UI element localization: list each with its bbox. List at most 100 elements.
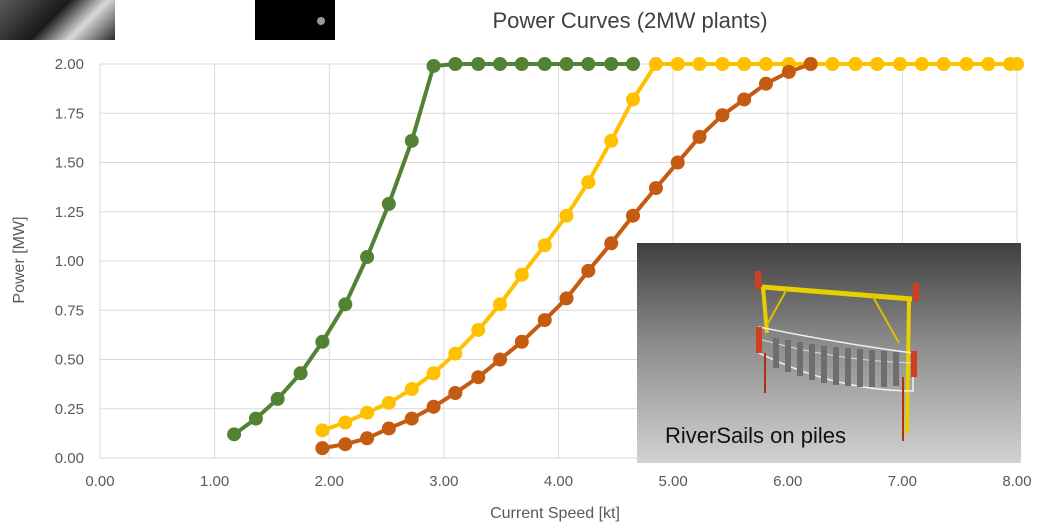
data-point (360, 431, 375, 446)
data-point (803, 57, 818, 71)
data-point (692, 57, 707, 71)
data-point (626, 92, 641, 107)
y-tick-label: 0.00 (55, 450, 84, 467)
x-tick-label: 0.00 (85, 473, 114, 490)
data-point (981, 57, 996, 71)
data-point (737, 57, 752, 71)
y-tick-label: 2.00 (55, 56, 84, 73)
data-point (493, 57, 508, 71)
riversails-inset-image: RiverSails on piles (637, 243, 1021, 463)
data-point (537, 238, 552, 253)
data-point (581, 263, 596, 278)
data-point (737, 92, 752, 107)
data-point (1010, 57, 1024, 71)
data-point (426, 58, 441, 73)
data-point (404, 133, 419, 148)
data-point (559, 57, 574, 71)
inset-caption: RiverSails on piles (665, 423, 846, 448)
data-point (626, 208, 641, 223)
y-tick-label: 1.00 (55, 253, 84, 270)
data-point (448, 385, 463, 400)
data-point (270, 391, 285, 406)
data-point (758, 76, 773, 91)
thumbnail-dot (317, 17, 325, 25)
series-group (315, 57, 818, 456)
data-point (648, 181, 663, 196)
data-point (670, 155, 685, 170)
data-point (715, 108, 730, 123)
data-point (426, 399, 441, 414)
data-point (227, 427, 242, 442)
x-axis-label: Current Speed [kt] (490, 505, 620, 522)
data-point (959, 57, 974, 71)
speaker-photo (0, 0, 115, 40)
series-group (315, 57, 1024, 438)
data-point (715, 57, 730, 71)
data-point (581, 175, 596, 190)
data-point (914, 57, 929, 71)
data-point (293, 366, 308, 381)
data-point (514, 57, 529, 71)
data-point (493, 352, 508, 367)
y-tick-label: 1.25 (55, 204, 84, 221)
data-point (870, 57, 885, 71)
data-point (648, 57, 663, 71)
data-point (537, 313, 552, 328)
data-point (338, 437, 353, 452)
data-point (604, 133, 619, 148)
x-tick-label: 3.00 (429, 473, 458, 490)
data-point (360, 405, 375, 420)
data-point (381, 395, 396, 410)
data-point (360, 250, 375, 265)
data-point (825, 57, 840, 71)
axis-ticks: 0.00 0.25 0.50 0.75 1.00 1.25 1.50 1.75 2.00 0.00… (55, 56, 1032, 490)
data-point (381, 421, 396, 436)
y-tick-label: 0.25 (55, 401, 84, 418)
x-tick-label: 1.00 (200, 473, 229, 490)
x-tick-label: 4.00 (544, 473, 573, 490)
data-point (692, 129, 707, 144)
x-tick-label: 7.00 (888, 473, 917, 490)
data-point (604, 57, 619, 71)
data-point (315, 423, 330, 438)
data-point (848, 57, 863, 71)
data-point (381, 196, 396, 211)
y-tick-label: 1.50 (55, 155, 84, 172)
data-point (670, 57, 685, 71)
x-tick-label: 8.00 (1002, 473, 1031, 490)
data-point (514, 267, 529, 282)
data-point (936, 57, 951, 71)
data-point (514, 334, 529, 349)
riversails-illustration (755, 271, 919, 441)
data-point (758, 57, 773, 71)
data-point (248, 411, 263, 426)
data-point (493, 297, 508, 312)
x-tick-label: 2.00 (315, 473, 344, 490)
chart-title: Power Curves (2MW plants) (492, 8, 767, 33)
series-group (227, 57, 641, 442)
data-point (338, 297, 353, 312)
y-axis-label: Power [MW] (11, 216, 28, 303)
data-point (471, 57, 486, 71)
data-point (581, 57, 596, 71)
data-point (404, 382, 419, 397)
data-point (448, 346, 463, 361)
data-point (471, 370, 486, 385)
data-point (338, 415, 353, 430)
data-point (537, 57, 552, 71)
y-tick-label: 0.75 (55, 302, 84, 319)
data-point (315, 334, 330, 349)
data-point (559, 291, 574, 306)
data-point (626, 57, 641, 71)
data-point (315, 441, 330, 456)
data-point (559, 208, 574, 223)
data-point (781, 64, 796, 79)
y-tick-label: 1.75 (55, 105, 84, 122)
video-thumbnail (255, 0, 335, 40)
data-point (448, 57, 463, 71)
data-point (893, 57, 908, 71)
x-tick-label: 6.00 (773, 473, 802, 490)
data-point (471, 322, 486, 337)
data-point (426, 366, 441, 381)
data-point (604, 236, 619, 251)
